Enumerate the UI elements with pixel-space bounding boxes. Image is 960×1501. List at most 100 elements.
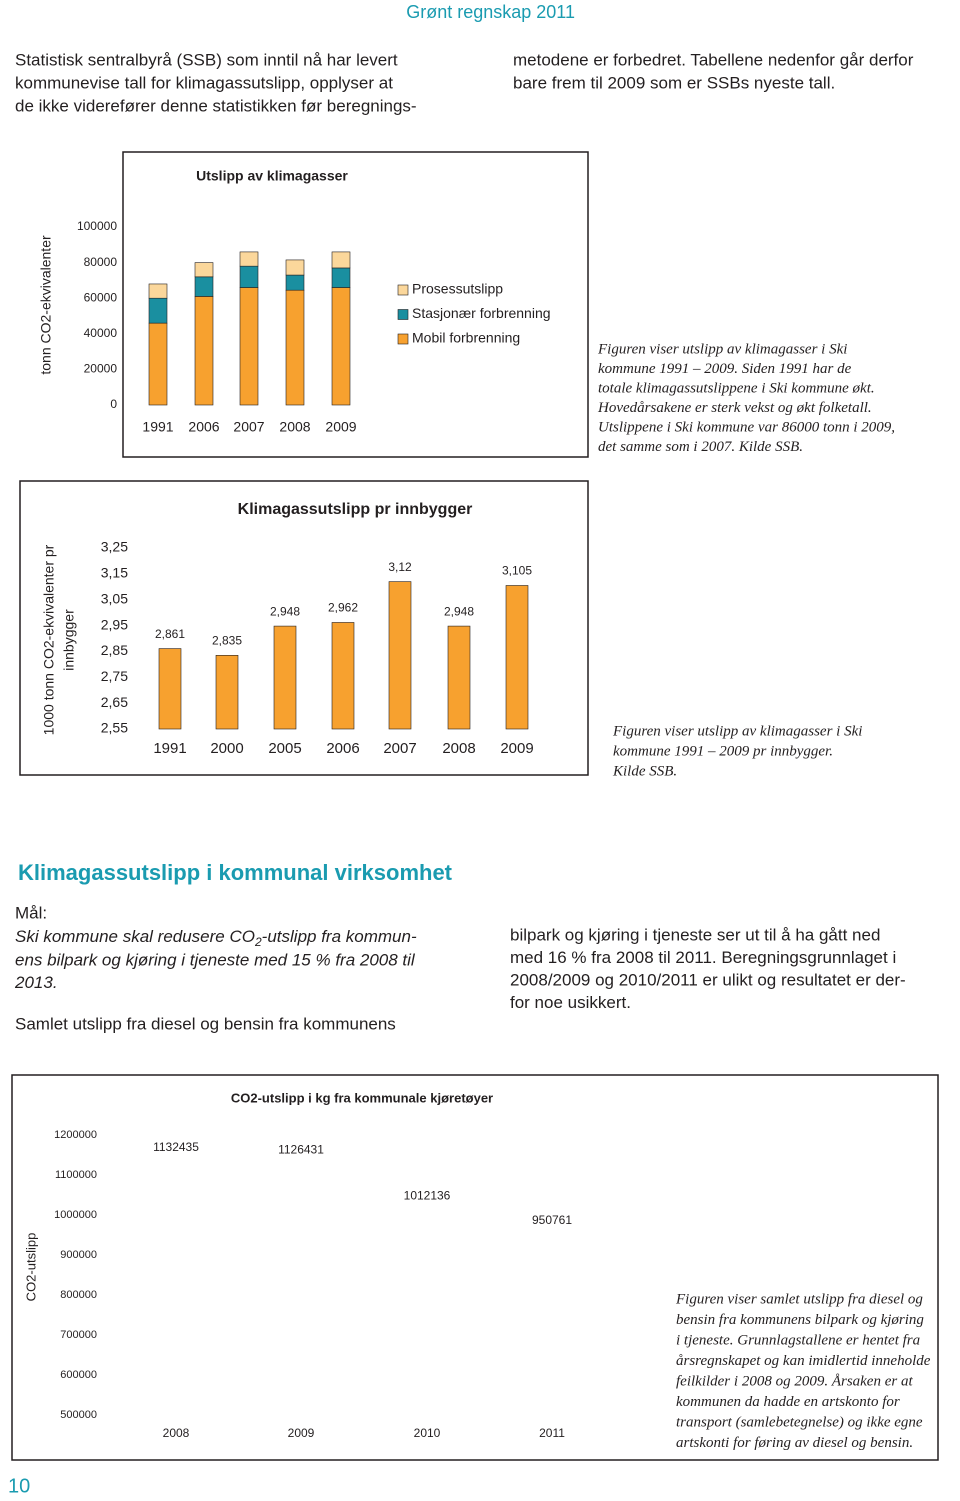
intro-line: metodene er forbedret. Tabellene nedenfo… (513, 50, 914, 69)
goal-text-part: Ski kommune skal redusere CO (15, 927, 255, 946)
section-title: Klimagassutslipp i kommunal virksomhet (18, 860, 453, 885)
figure-caption: totale klimagassutslippene i Ski kommune… (598, 380, 875, 396)
y-tick-label: 100000 (77, 219, 117, 233)
y-tick-label: 2,95 (101, 616, 128, 632)
y-tick-label: 60000 (84, 290, 118, 304)
goal-text: ens bilpark og kjøring i tjeneste med 15… (15, 950, 416, 969)
y-tick-label: 900000 (60, 1249, 97, 1261)
x-tick-label: 2007 (233, 419, 264, 435)
data-label: 1132435 (153, 1140, 199, 1154)
y-tick-label: 1100000 (55, 1169, 97, 1181)
intro-line: de ikke viderefører denne statistikken f… (15, 96, 417, 115)
bar-segment (331, 287, 351, 406)
chart-frame (122, 151, 589, 458)
legend-label: Prosessutslipp (412, 281, 503, 297)
data-label: 2,948 (444, 604, 474, 618)
x-tick-label: 2008 (163, 1426, 190, 1440)
bar-segment (239, 265, 259, 288)
data-label: 2,861 (155, 627, 185, 641)
y-tick-label: 3,25 (101, 539, 128, 555)
y-tick-label: 1000000 (54, 1209, 97, 1221)
figure-caption: transport (samlebetegnelse) og ikke egne (676, 1414, 923, 1430)
legend-swatch (397, 284, 409, 296)
figure-caption: i tjeneste. Grunnlagstallene er hentet f… (676, 1332, 920, 1348)
data-label: 2,948 (270, 604, 300, 618)
goal-text-part: -utslipp fra kommun- (262, 927, 417, 946)
bar (402, 1210, 452, 1415)
y-axis-label: tonn CO2-ekvivalenter (38, 235, 54, 375)
data-label: 3,105 (502, 564, 532, 578)
y-tick-label: 500000 (60, 1409, 97, 1421)
bar-segment (148, 297, 168, 324)
body-line: Samlet utslipp fra diesel og bensin fra … (15, 1014, 396, 1033)
legend-swatch (397, 333, 409, 345)
x-tick-label: 2008 (442, 740, 475, 757)
y-tick-label: 2,85 (101, 642, 128, 658)
y-axis-label: CO2-utslipp (23, 1233, 38, 1302)
data-label: 1012136 (404, 1188, 451, 1202)
y-tick-label: 600000 (60, 1369, 97, 1381)
header-title: Grønt regnskap 2011 (406, 2, 575, 22)
figure-caption: det samme som i 2007. Kilde SSB. (598, 439, 803, 455)
chart-frame (19, 480, 589, 776)
x-tick-label: 2009 (288, 1426, 315, 1440)
x-tick-label: 2009 (325, 419, 356, 435)
figure-caption: Hovedårsakene er sterk vekst og økt folk… (597, 400, 872, 416)
bar-segment (285, 274, 305, 291)
bar-segment (285, 289, 305, 406)
figure-caption: årsregnskapet og kan imidlertid innehold… (676, 1353, 931, 1369)
figure-caption: kommune 1991 – 2009 pr innbygger. (613, 743, 833, 759)
bar-segment (148, 283, 168, 299)
bar (505, 585, 529, 730)
x-tick-label: 2006 (326, 740, 359, 757)
goal-text: 2013. (14, 973, 58, 992)
x-tick-label: 2008 (279, 419, 310, 435)
x-tick-label: 2007 (383, 740, 416, 757)
goal-label: Mål: (15, 903, 47, 922)
figure-caption: kommunen da hadde en artskonto for (676, 1394, 900, 1410)
figure-caption: feilkilder i 2008 og 2009. Årsaken er at (676, 1373, 913, 1389)
y-tick-label: 3,15 (101, 565, 128, 581)
bar-segment (331, 267, 351, 288)
y-tick-label: 0 (110, 397, 117, 411)
bar-segment (285, 259, 305, 276)
bar-segment (239, 251, 259, 267)
intro-line: kommunevise tall for klimagassutslipp, o… (15, 73, 393, 92)
legend-label: Mobil forbrenning (412, 330, 520, 346)
body-line: for noe usikkert. (510, 993, 631, 1012)
subscript: 2 (254, 935, 262, 949)
bar (151, 1162, 201, 1415)
data-label: 2,835 (212, 633, 242, 647)
page-number: 10 (8, 1475, 30, 1497)
y-axis-label: innbygger (61, 609, 77, 671)
x-tick-label: 2009 (500, 740, 533, 757)
chart-title: Utslipp av klimagasser (196, 168, 348, 184)
figure-caption: Figuren viser samlet utslipp fra diesel … (675, 1291, 923, 1307)
data-label: 1126431 (278, 1143, 324, 1157)
bar-segment (239, 287, 259, 406)
figure-caption: Utslippene i Ski kommune var 86000 tonn … (598, 419, 895, 435)
intro-line: bare frem til 2009 som er SSBs nyeste ta… (513, 73, 835, 92)
x-tick-label: 2010 (414, 1426, 441, 1440)
legend-swatch (397, 309, 409, 320)
y-tick-label: 2,65 (101, 694, 128, 710)
data-label: 950761 (532, 1213, 572, 1227)
bar (273, 625, 297, 730)
y-tick-label: 20000 (84, 362, 118, 376)
y-axis-label: 1000 tonn CO2-ekvivalenter pr (41, 544, 57, 735)
bar (447, 625, 471, 730)
bar (527, 1234, 577, 1415)
bar-segment (194, 262, 214, 278)
bar-segment (331, 251, 351, 269)
y-tick-label: 1200000 (54, 1129, 97, 1141)
x-tick-label: 2006 (188, 419, 219, 435)
figure-caption: bensin fra kommunens bilpark og kjøring (676, 1312, 924, 1328)
data-label: 3,12 (388, 560, 412, 574)
figure-caption: kommune 1991 – 2009. Siden 1991 har de (598, 361, 852, 377)
bar (388, 581, 412, 730)
chart-title: CO2-utslipp i kg fra kommunale kjøretøye… (231, 1090, 493, 1105)
y-tick-label: 40000 (84, 326, 118, 340)
y-tick-label: 2,75 (101, 668, 128, 684)
